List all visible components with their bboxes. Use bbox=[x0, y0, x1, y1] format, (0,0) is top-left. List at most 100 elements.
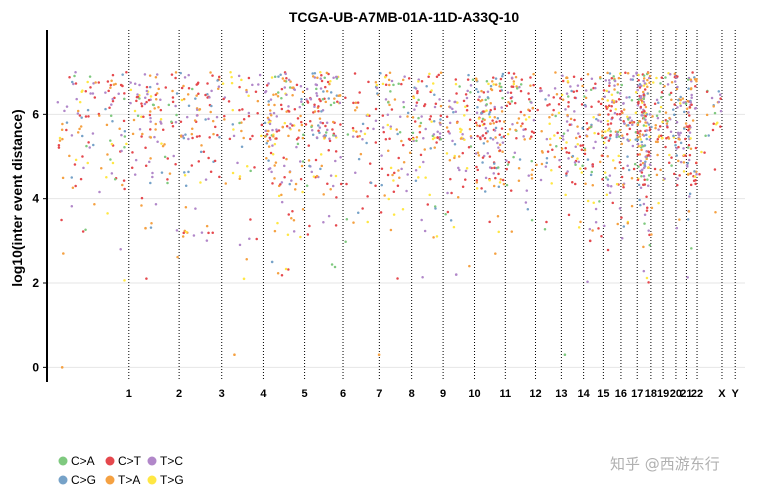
data-point bbox=[426, 203, 430, 206]
data-point bbox=[446, 191, 449, 195]
data-point bbox=[678, 174, 681, 177]
data-point bbox=[717, 90, 721, 93]
data-point bbox=[679, 104, 682, 108]
data-point bbox=[608, 72, 612, 75]
data-point bbox=[713, 168, 717, 171]
data-point bbox=[312, 175, 316, 178]
data-point bbox=[300, 123, 304, 127]
data-point bbox=[163, 143, 166, 146]
data-point bbox=[660, 96, 663, 99]
data-point bbox=[164, 86, 168, 89]
data-point bbox=[74, 70, 77, 74]
data-point bbox=[523, 113, 526, 117]
data-point bbox=[200, 144, 203, 147]
data-point bbox=[147, 98, 151, 102]
data-point bbox=[670, 164, 673, 167]
data-point bbox=[179, 135, 183, 138]
data-point bbox=[586, 158, 590, 161]
data-point bbox=[117, 92, 120, 95]
data-point bbox=[68, 75, 71, 79]
data-point bbox=[714, 210, 717, 214]
data-point bbox=[121, 84, 124, 88]
data-point bbox=[689, 101, 693, 104]
data-point bbox=[650, 206, 654, 210]
data-point bbox=[452, 225, 456, 229]
data-point bbox=[288, 126, 292, 130]
data-point bbox=[657, 201, 660, 205]
data-point bbox=[524, 201, 528, 204]
data-point bbox=[351, 126, 355, 130]
data-point bbox=[682, 161, 686, 164]
data-point bbox=[561, 134, 564, 138]
data-point bbox=[626, 124, 630, 127]
data-point bbox=[386, 173, 390, 177]
data-point bbox=[135, 99, 138, 103]
data-point bbox=[540, 129, 543, 133]
data-point bbox=[267, 82, 270, 85]
data-point bbox=[594, 140, 597, 144]
data-point bbox=[366, 126, 369, 130]
data-point bbox=[211, 119, 215, 123]
data-point bbox=[636, 88, 639, 92]
data-point bbox=[633, 162, 637, 166]
data-point bbox=[612, 101, 616, 104]
data-point bbox=[454, 82, 458, 86]
data-point bbox=[469, 90, 472, 94]
data-point bbox=[280, 193, 283, 197]
data-point bbox=[76, 112, 80, 115]
data-point bbox=[656, 137, 660, 141]
data-point bbox=[530, 173, 533, 176]
data-point bbox=[485, 109, 488, 112]
chromosome-label: 10 bbox=[468, 388, 480, 400]
data-point bbox=[567, 157, 570, 160]
data-point bbox=[281, 125, 285, 129]
data-point bbox=[622, 225, 626, 228]
data-point bbox=[669, 130, 673, 134]
data-point bbox=[193, 119, 197, 122]
data-point bbox=[654, 126, 657, 130]
data-point bbox=[444, 212, 447, 216]
data-point bbox=[488, 110, 492, 114]
data-point bbox=[494, 77, 498, 80]
data-point bbox=[673, 72, 677, 75]
data-point bbox=[636, 136, 640, 139]
data-point bbox=[643, 222, 646, 225]
data-point bbox=[140, 102, 143, 105]
data-point bbox=[580, 171, 584, 174]
data-point bbox=[182, 97, 186, 101]
data-point bbox=[352, 129, 355, 132]
data-point bbox=[607, 113, 610, 116]
data-point bbox=[602, 89, 606, 92]
data-point bbox=[212, 132, 215, 136]
data-point bbox=[171, 96, 175, 99]
data-point bbox=[98, 190, 101, 194]
data-point bbox=[279, 103, 283, 107]
data-point bbox=[118, 127, 121, 130]
data-point bbox=[458, 168, 461, 172]
data-point bbox=[345, 217, 349, 221]
data-point bbox=[300, 164, 304, 168]
data-point bbox=[497, 185, 501, 189]
data-point bbox=[579, 144, 582, 147]
data-point bbox=[609, 133, 612, 137]
data-point bbox=[267, 118, 271, 121]
data-point bbox=[631, 78, 635, 81]
data-point bbox=[273, 142, 277, 146]
data-point bbox=[484, 176, 488, 180]
data-point bbox=[315, 174, 319, 178]
data-point bbox=[686, 78, 690, 81]
data-point bbox=[313, 105, 316, 108]
data-point bbox=[310, 125, 313, 129]
data-point bbox=[70, 176, 74, 179]
data-point bbox=[87, 141, 90, 144]
data-point bbox=[606, 71, 609, 75]
data-point bbox=[530, 135, 533, 138]
data-point bbox=[566, 113, 569, 117]
data-point bbox=[558, 165, 561, 169]
data-point bbox=[72, 82, 75, 86]
data-point bbox=[249, 137, 252, 141]
data-point bbox=[613, 88, 616, 91]
data-point bbox=[609, 122, 613, 125]
data-point bbox=[684, 137, 687, 141]
data-point bbox=[295, 145, 298, 149]
